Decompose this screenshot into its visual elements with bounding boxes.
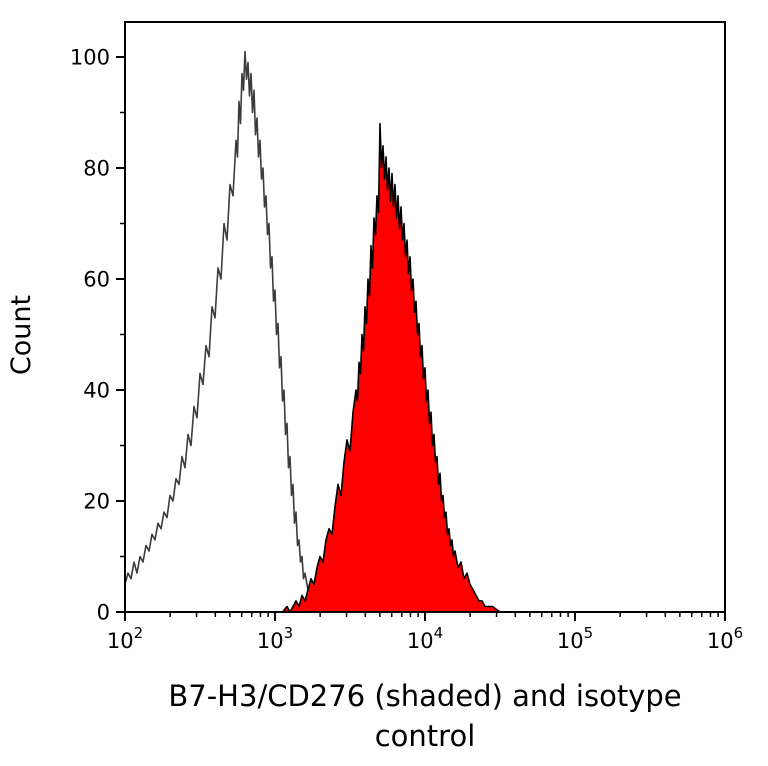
y-tick-label: 40 — [83, 378, 110, 402]
y-axis-label: Count — [6, 295, 37, 375]
x-tick-label: 106 — [707, 624, 743, 653]
x-tick-label: 104 — [407, 624, 443, 653]
open-histogram-curve — [124, 50, 478, 608]
x-tick-label: 105 — [557, 624, 593, 653]
y-tick-label: 100 — [70, 45, 110, 69]
y-tick-label: 80 — [83, 156, 110, 180]
x-tick-label: 102 — [107, 624, 143, 653]
y-tick-label: 20 — [83, 489, 110, 513]
y-tick-label: 60 — [83, 267, 110, 291]
y-axis-ticks: 0 20 40 60 80 100 — [70, 45, 125, 624]
series-group — [124, 50, 501, 613]
x-axis-ticks: 102 103 104 105 106 — [107, 612, 743, 653]
x-tick-label: 103 — [257, 624, 293, 653]
chart-layers: 0 20 40 60 80 100 102 103 104 105 106 — [70, 21, 743, 653]
x-axis-title: B7-H3/CD276 (shaded) and isotype control — [168, 679, 682, 753]
y-tick-label: 0 — [97, 600, 110, 624]
shaded-histogram-curve — [281, 122, 501, 613]
